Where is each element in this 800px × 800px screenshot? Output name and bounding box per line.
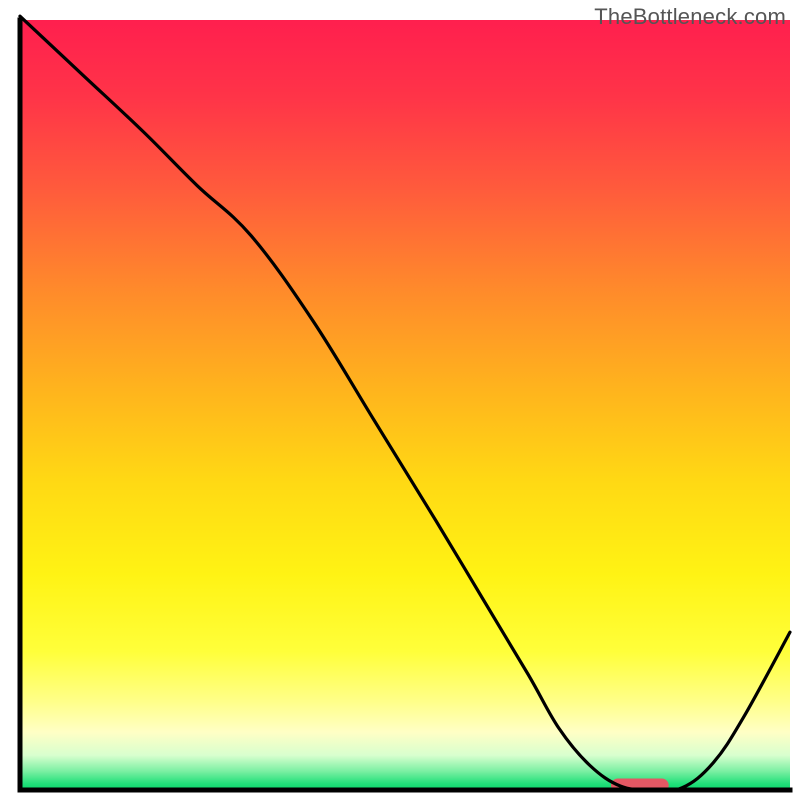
bottleneck-chart: TheBottleneck.com (0, 0, 800, 800)
plot-background (20, 20, 790, 790)
chart-svg (0, 0, 800, 800)
watermark-text: TheBottleneck.com (594, 4, 786, 30)
